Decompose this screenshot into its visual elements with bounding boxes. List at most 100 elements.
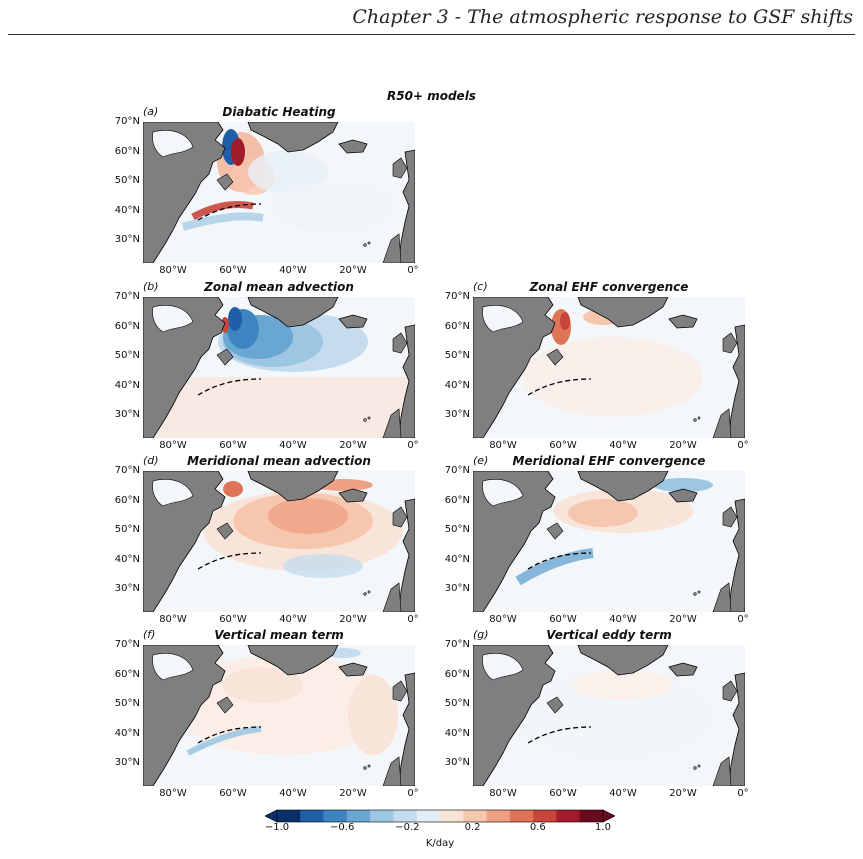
lat-tick-label: 70°N: [444, 465, 470, 476]
panel-label: (f): [143, 628, 156, 641]
lon-tick-label: 60°W: [549, 788, 577, 799]
panel-label: (c): [473, 280, 488, 293]
map-zonal-ehf-convergence: [473, 297, 745, 438]
panel-title: Meridional mean advection: [187, 454, 371, 468]
panel-g: (g) Vertical eddy term: [473, 628, 745, 786]
colorbar-tick-label: −0.6: [330, 822, 355, 833]
lon-tick-label: 20°W: [669, 788, 697, 799]
colorbar-bin: [323, 810, 348, 822]
lat-tick-label: 50°N: [114, 350, 140, 361]
colorbar-bin: [440, 810, 464, 822]
colorbar-tick-label: 1.0: [595, 822, 611, 833]
lat-tick-label: 30°N: [444, 583, 470, 594]
colorbar-bin: [370, 810, 394, 822]
lon-tick-label: 80°W: [159, 440, 187, 451]
lat-tick-label: 60°N: [444, 494, 470, 506]
lon-tick-label: 60°W: [219, 440, 247, 451]
colorbar: −1.0 −0.6 −0.2 0.2 0.6 1.0 K/day: [264, 808, 616, 858]
colorbar-extend-high: [602, 809, 616, 823]
lon-tick-label: 40°W: [609, 614, 637, 625]
colorbar-bin: [300, 810, 324, 822]
panel-f: (f) Vertical mean term: [143, 628, 415, 786]
lat-tick-label: 50°N: [114, 698, 140, 709]
lat-tick-label: 70°N: [114, 639, 140, 650]
map-diabatic-heating: [143, 122, 415, 263]
lat-tick-label: 60°N: [114, 320, 140, 332]
lat-tick-label: 70°N: [114, 291, 140, 302]
panel-label: (b): [143, 280, 159, 293]
colorbar-tick-label: −0.2: [395, 822, 420, 833]
chapter-header: Chapter 3 - The atmospheric response to …: [352, 6, 853, 28]
colorbar-label: K/day: [425, 838, 455, 849]
lat-tick-label: 70°N: [444, 639, 470, 650]
lon-tick-label: 0°: [407, 788, 419, 799]
lat-tick-label: 40°N: [114, 727, 140, 739]
colorbar-bin: [277, 810, 301, 822]
lat-tick-label: 40°N: [444, 379, 470, 391]
panel-title: Vertical eddy term: [546, 628, 672, 642]
lon-tick-label: 40°W: [609, 440, 637, 451]
lat-tick-label: 60°N: [444, 668, 470, 680]
lon-tick-label: 40°W: [609, 788, 637, 799]
lon-tick-label: 0°: [737, 440, 749, 451]
lat-tick-label: 30°N: [114, 234, 140, 245]
colorbar-gradient: [264, 809, 616, 823]
lon-tick-label: 40°W: [279, 788, 307, 799]
colorbar-bin: [393, 810, 418, 822]
lon-tick-label: 80°W: [159, 614, 187, 625]
lon-tick-label: 20°W: [669, 614, 697, 625]
map-vertical-eddy-term: [473, 645, 745, 786]
lat-tick-label: 50°N: [444, 524, 470, 535]
colorbar-tick-label: 0.6: [529, 822, 546, 833]
lat-tick-label: 50°N: [444, 350, 470, 361]
lon-tick-label: 40°W: [279, 265, 307, 276]
lon-tick-label: 80°W: [489, 440, 517, 451]
lon-tick-label: 20°W: [339, 614, 367, 625]
lat-tick-label: 70°N: [114, 116, 140, 127]
lon-tick-label: 20°W: [339, 440, 367, 451]
lon-tick-label: 40°W: [279, 440, 307, 451]
lat-tick-label: 60°N: [444, 320, 470, 332]
lat-tick-label: 50°N: [114, 524, 140, 535]
lat-tick-label: 70°N: [114, 465, 140, 476]
panel-b: (b) Zonal mean advection: [143, 280, 415, 438]
lon-tick-label: 80°W: [159, 788, 187, 799]
panel-title: Vertical mean term: [214, 628, 344, 642]
panel-label: (g): [473, 628, 489, 641]
colorbar-bin: [533, 810, 557, 822]
colorbar-bin: [509, 810, 534, 822]
lat-tick-label: 30°N: [114, 409, 140, 420]
lat-tick-label: 50°N: [444, 698, 470, 709]
map-meridional-mean-advection: [143, 471, 415, 612]
colorbar-tick-label: −1.0: [264, 822, 290, 833]
panel-d: (d) Meridional mean advection: [143, 454, 415, 612]
colorbar-bin: [556, 810, 581, 822]
lat-tick-label: 40°N: [114, 204, 140, 216]
panel-label: (d): [143, 454, 159, 467]
lon-tick-label: 20°W: [669, 440, 697, 451]
lat-tick-label: 60°N: [114, 668, 140, 680]
lat-tick-label: 40°N: [114, 553, 140, 565]
lon-tick-label: 20°W: [339, 788, 367, 799]
lon-tick-label: 40°W: [279, 614, 307, 625]
lon-tick-label: 60°W: [549, 614, 577, 625]
lon-tick-label: 80°W: [159, 265, 187, 276]
panel-title: Meridional EHF convergence: [512, 454, 706, 468]
panel-title: Diabatic Heating: [222, 105, 336, 119]
lon-tick-label: 80°W: [489, 788, 517, 799]
lat-tick-label: 50°N: [114, 175, 140, 186]
header-rule: [8, 34, 855, 35]
colorbar-tick-label: 0.2: [464, 822, 481, 833]
colorbar-bin: [486, 810, 511, 822]
map-zonal-mean-advection: [143, 297, 415, 438]
panel-title: Zonal EHF convergence: [529, 280, 689, 294]
lat-tick-label: 30°N: [114, 757, 140, 768]
colorbar-bin: [416, 810, 441, 822]
lon-tick-label: 0°: [737, 788, 749, 799]
lat-tick-label: 60°N: [114, 494, 140, 506]
map-meridional-ehf-convergence: [473, 471, 745, 612]
lon-tick-label: 60°W: [219, 265, 247, 276]
lat-tick-label: 40°N: [114, 379, 140, 391]
lat-tick-label: 40°N: [444, 553, 470, 565]
lon-tick-label: 60°W: [549, 440, 577, 451]
